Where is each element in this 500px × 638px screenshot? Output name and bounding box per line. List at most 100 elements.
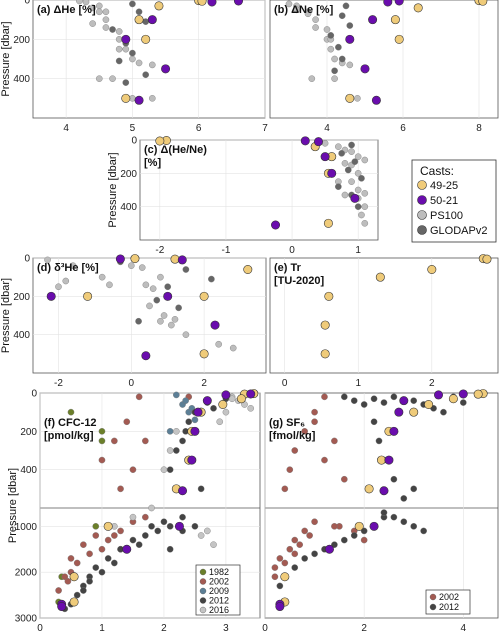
data-point-2002 — [286, 545, 294, 553]
legend-title: Casts: — [420, 164, 454, 178]
data-point-2002 — [291, 536, 299, 544]
data-point-49-25 — [130, 254, 140, 264]
data-point-glodapv2 — [348, 141, 355, 149]
data-point-glodapv2 — [153, 296, 161, 304]
data-point-2012 — [142, 532, 149, 539]
data-point-ps100 — [182, 331, 190, 338]
data-point-ps100 — [361, 220, 369, 227]
data-point-49-25 — [427, 264, 437, 274]
data-point-ps100 — [229, 344, 237, 352]
data-point-50-21 — [190, 426, 200, 436]
data-point-glodapv2 — [354, 203, 362, 210]
data-point-2012 — [410, 523, 418, 530]
data-point-ps100 — [102, 16, 110, 23]
data-point-2012 — [390, 475, 398, 483]
panel-b: 4 6 8 (b) ΔNe [%] — [269, 0, 499, 134]
data-point-50-21 — [434, 390, 444, 400]
data-point-49-25 — [324, 291, 334, 301]
data-point-glodapv2 — [208, 275, 215, 283]
y-tick-label: 400 — [20, 465, 37, 476]
x-tick-label: 6 — [400, 123, 406, 134]
data-point-ps100 — [160, 312, 168, 319]
data-point-glodapv2 — [346, 22, 354, 29]
data-point-2012 — [331, 541, 338, 548]
data-point-49-25 — [478, 0, 488, 6]
legend-label: 2016 — [209, 605, 229, 615]
data-point-50-21 — [383, 0, 393, 7]
data-point-2002 — [331, 523, 338, 530]
data-point-1982 — [98, 428, 106, 435]
data-point-ps100 — [115, 45, 123, 53]
data-point-2002 — [291, 550, 299, 558]
data-point-50-21 — [350, 193, 360, 203]
data-point-50-21 — [394, 0, 404, 6]
data-point-2012 — [380, 509, 388, 516]
data-point-2012 — [210, 405, 217, 412]
data-point-glodapv2 — [129, 49, 136, 57]
data-point-2002 — [117, 485, 124, 493]
data-point-50-21 — [193, 407, 203, 417]
data-point-2012 — [104, 555, 112, 562]
data-point-2012 — [370, 395, 378, 403]
y-axis-label: Pressure [dbar] — [7, 468, 19, 543]
x-tick-label: 2 — [361, 623, 367, 634]
y-tick-label: 1000 — [15, 522, 38, 533]
data-point-49-25 — [83, 291, 93, 301]
data-point-49-25 — [197, 0, 207, 6]
data-point-49-25 — [134, 15, 144, 25]
legend-label: 2002 — [209, 577, 229, 587]
data-point-ps100 — [157, 273, 164, 281]
data-point-2002 — [64, 578, 72, 585]
data-point-50-21 — [57, 602, 67, 612]
data-point-50-21 — [121, 34, 131, 44]
data-point-2002 — [98, 456, 106, 464]
data-point-2012 — [179, 513, 186, 521]
data-point-2012 — [111, 559, 118, 567]
data-point-2012 — [370, 418, 378, 426]
data-point-50-21 — [178, 486, 188, 496]
data-point-50-21 — [271, 220, 281, 230]
data-point-2002 — [117, 527, 124, 535]
x-tick-label: 2 — [429, 378, 435, 389]
data-point-ps100 — [312, 16, 319, 23]
data-point-2012 — [459, 399, 467, 406]
legend-marker — [429, 593, 437, 601]
panel-title: [TU-2020] — [274, 275, 324, 287]
data-point-glodapv2 — [115, 57, 123, 65]
data-point-ps100 — [106, 281, 113, 289]
data-point-50-21 — [115, 254, 125, 264]
data-point-2002 — [142, 513, 149, 521]
data-point-50-21 — [163, 291, 173, 301]
data-point-ps100 — [127, 262, 135, 269]
data-point-50-21 — [134, 95, 144, 105]
data-point-2012 — [390, 393, 398, 401]
data-point-49-25 — [375, 272, 385, 282]
legend-marker — [429, 603, 437, 611]
data-point-50-21 — [221, 390, 231, 400]
data-point-2002 — [98, 545, 106, 553]
data-point-ps100 — [146, 302, 153, 310]
data-point-2016 — [222, 408, 230, 416]
x-tick-label: 7 — [262, 123, 268, 134]
data-point-ps100 — [361, 156, 369, 164]
x-tick-label: -2 — [155, 245, 164, 256]
data-point-2002 — [129, 466, 137, 473]
data-point-2012 — [166, 466, 174, 473]
data-point-50-21 — [313, 137, 323, 147]
data-point-2012 — [291, 564, 299, 571]
data-point-1982 — [67, 408, 75, 416]
data-point-50-21 — [147, 15, 157, 25]
data-point-glodapv2 — [142, 71, 149, 79]
data-point-2012 — [185, 418, 193, 426]
data-point-ps100 — [308, 75, 316, 82]
data-point-49-25 — [69, 572, 79, 582]
y-tick-label: 0 — [24, 254, 30, 265]
panel-frame — [139, 139, 379, 241]
data-point-2012 — [73, 591, 81, 599]
data-point-49-25 — [364, 484, 374, 494]
data-point-2016 — [216, 418, 224, 426]
data-point-2002 — [92, 532, 100, 539]
panel-title: [%] — [144, 157, 161, 169]
data-point-50-21 — [46, 291, 56, 301]
data-point-2002 — [104, 536, 112, 544]
